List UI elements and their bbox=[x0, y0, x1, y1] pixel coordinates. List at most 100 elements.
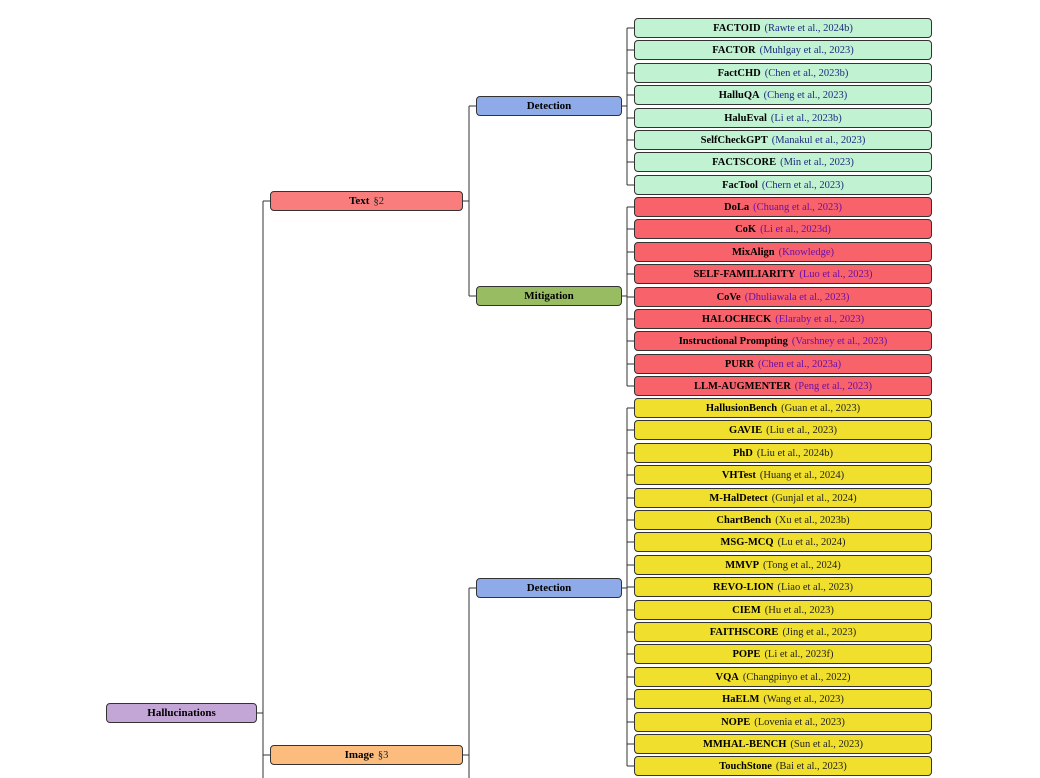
leaf-name: HallusionBench bbox=[705, 402, 778, 414]
leaf-name: GAVIE bbox=[729, 424, 763, 436]
leaf-name: SelfCheckGPT bbox=[700, 134, 768, 146]
leaf-node: GAVIE (Liu et al., 2023) bbox=[634, 420, 932, 440]
leaf-name: SELF-FAMILIARITY bbox=[693, 268, 796, 280]
leaf-name: FACTOR bbox=[712, 44, 756, 56]
leaf-reference: (Chen et al., 2023a) bbox=[758, 358, 842, 370]
subcategory-text-detection: Detection bbox=[476, 96, 622, 116]
leaf-reference: (Gunjal et al., 2024) bbox=[771, 492, 857, 504]
leaf-reference: (Jing et al., 2023) bbox=[782, 626, 857, 638]
leaf-name: FACTOID bbox=[713, 22, 761, 34]
leaf-name: DoLa bbox=[723, 201, 750, 213]
leaf-node: HaluEval (Li et al., 2023b) bbox=[634, 108, 932, 128]
leaf-node: FAITHSCORE (Jing et al., 2023) bbox=[634, 622, 932, 642]
leaf-name: MSG-MCQ bbox=[720, 536, 774, 548]
leaf-reference: (Wang et al., 2023) bbox=[763, 693, 844, 705]
leaf-node: POPE (Li et al., 2023f) bbox=[634, 644, 932, 664]
leaf-reference: (Guan et al., 2023) bbox=[781, 402, 861, 414]
leaf-reference: (Liao et al., 2023) bbox=[777, 581, 853, 593]
leaf-reference: (Huang et al., 2024) bbox=[759, 469, 845, 481]
leaf-node: LLM-AUGMENTER (Peng et al., 2023) bbox=[634, 376, 932, 396]
leaf-reference: (Lu et al., 2024) bbox=[777, 536, 846, 548]
leaf-node: MMVP (Tong et al., 2024) bbox=[634, 555, 932, 575]
leaf-name: VQA bbox=[715, 671, 739, 683]
leaf-reference: (Li et al., 2023d) bbox=[760, 223, 831, 235]
leaf-node: M-HalDetect (Gunjal et al., 2024) bbox=[634, 488, 932, 508]
category-node-text: Text §2 bbox=[270, 191, 463, 211]
leaf-node: MMHAL-BENCH (Sun et al., 2023) bbox=[634, 734, 932, 754]
leaf-node: FACTSCORE (Min et al., 2023) bbox=[634, 152, 932, 172]
leaf-reference: (Sun et al., 2023) bbox=[790, 738, 864, 750]
image-category-label: Image bbox=[344, 749, 374, 761]
image-category-section: §3 bbox=[377, 749, 389, 761]
leaf-name: POPE bbox=[732, 648, 761, 660]
leaf-reference: (Manakul et al., 2023) bbox=[771, 134, 866, 146]
leaf-name: CoK bbox=[735, 223, 757, 235]
leaf-reference: (Muhlgay et al., 2023) bbox=[759, 44, 854, 56]
leaf-node: FacTool (Chern et al., 2023) bbox=[634, 175, 932, 195]
leaf-name: HaluEval bbox=[724, 112, 767, 124]
leaf-node: SelfCheckGPT (Manakul et al., 2023) bbox=[634, 130, 932, 150]
leaf-name: FactCHD bbox=[717, 67, 761, 79]
root-label: Hallucinations bbox=[147, 707, 216, 719]
leaf-name: TouchStone bbox=[719, 760, 772, 772]
leaf-name: Instructional Prompting bbox=[678, 335, 788, 347]
leaf-node: SELF-FAMILIARITY (Luo et al., 2023) bbox=[634, 264, 932, 284]
leaf-reference: (Lovenia et al., 2023) bbox=[754, 716, 845, 728]
leaf-reference: (Tong et al., 2024) bbox=[763, 559, 841, 571]
leaf-name: MixAlign bbox=[732, 246, 775, 258]
leaf-name: ChartBench bbox=[716, 514, 772, 526]
leaf-node: FACTOID (Rawte et al., 2024b) bbox=[634, 18, 932, 38]
leaf-reference: (Liu et al., 2023) bbox=[766, 424, 837, 436]
leaf-reference: (Hu et al., 2023) bbox=[764, 604, 834, 616]
leaf-reference: (Knowledge) bbox=[778, 246, 834, 258]
leaf-reference: (Chen et al., 2023b) bbox=[764, 67, 849, 79]
leaf-reference: (Liu et al., 2024b) bbox=[756, 447, 833, 459]
leaf-node: FACTOR (Muhlgay et al., 2023) bbox=[634, 40, 932, 60]
leaf-node: PhD (Liu et al., 2024b) bbox=[634, 443, 932, 463]
leaf-node: VQA (Changpinyo et al., 2022) bbox=[634, 667, 932, 687]
subcategory-text-mitigation: Mitigation bbox=[476, 286, 622, 306]
leaf-reference: (Cheng et al., 2023) bbox=[763, 89, 848, 101]
leaf-reference: (Chuang et al., 2023) bbox=[753, 201, 843, 213]
leaf-name: VHTest bbox=[721, 469, 756, 481]
leaf-reference: (Varshney et al., 2023) bbox=[791, 335, 888, 347]
leaf-name: HalluQA bbox=[718, 89, 760, 101]
leaf-node: HalluQA (Cheng et al., 2023) bbox=[634, 85, 932, 105]
leaf-node: REVO-LION (Liao et al., 2023) bbox=[634, 577, 932, 597]
text-mitigation-label: Mitigation bbox=[524, 290, 574, 302]
leaf-name: FacTool bbox=[722, 179, 758, 191]
leaf-node: PURR (Chen et al., 2023a) bbox=[634, 354, 932, 374]
leaf-reference: (Changpinyo et al., 2022) bbox=[742, 671, 851, 683]
leaf-name: NOPE bbox=[721, 716, 751, 728]
leaf-name: PhD bbox=[733, 447, 753, 459]
leaf-name: HaELM bbox=[722, 693, 760, 705]
leaf-node: FactCHD (Chen et al., 2023b) bbox=[634, 63, 932, 83]
leaf-name: FAITHSCORE bbox=[709, 626, 779, 638]
subcategory-image-detection: Detection bbox=[476, 578, 622, 598]
leaf-reference: (Li et al., 2023f) bbox=[764, 648, 834, 660]
leaf-node: DoLa (Chuang et al., 2023) bbox=[634, 197, 932, 217]
text-category-section: §2 bbox=[373, 195, 384, 207]
leaf-name: M-HalDetect bbox=[709, 492, 768, 504]
leaf-name: MMVP bbox=[725, 559, 760, 571]
leaf-node: VHTest (Huang et al., 2024) bbox=[634, 465, 932, 485]
leaf-name: REVO-LION bbox=[713, 581, 774, 593]
category-node-image: Image §3 bbox=[270, 745, 463, 765]
leaf-node: CIEM (Hu et al., 2023) bbox=[634, 600, 932, 620]
leaf-node: CoVe (Dhuliawala et al., 2023) bbox=[634, 287, 932, 307]
leaf-name: HALOCHECK bbox=[701, 313, 772, 325]
leaf-reference: (Xu et al., 2023b) bbox=[775, 514, 850, 526]
leaf-node: TouchStone (Bai et al., 2023) bbox=[634, 756, 932, 776]
leaf-reference: (Li et al., 2023b) bbox=[770, 112, 842, 124]
leaf-node: HaELM (Wang et al., 2023) bbox=[634, 689, 932, 709]
leaf-node: Instructional Prompting (Varshney et al.,… bbox=[634, 331, 932, 351]
leaf-node: MSG-MCQ (Lu et al., 2024) bbox=[634, 532, 932, 552]
leaf-reference: (Rawte et al., 2024b) bbox=[764, 22, 853, 34]
leaf-name: FACTSCORE bbox=[712, 156, 777, 168]
leaf-node: CoK (Li et al., 2023d) bbox=[634, 219, 932, 239]
leaf-reference: (Min et al., 2023) bbox=[780, 156, 854, 168]
leaf-node: HallusionBench (Guan et al., 2023) bbox=[634, 398, 932, 418]
text-category-label: Text bbox=[349, 195, 370, 207]
